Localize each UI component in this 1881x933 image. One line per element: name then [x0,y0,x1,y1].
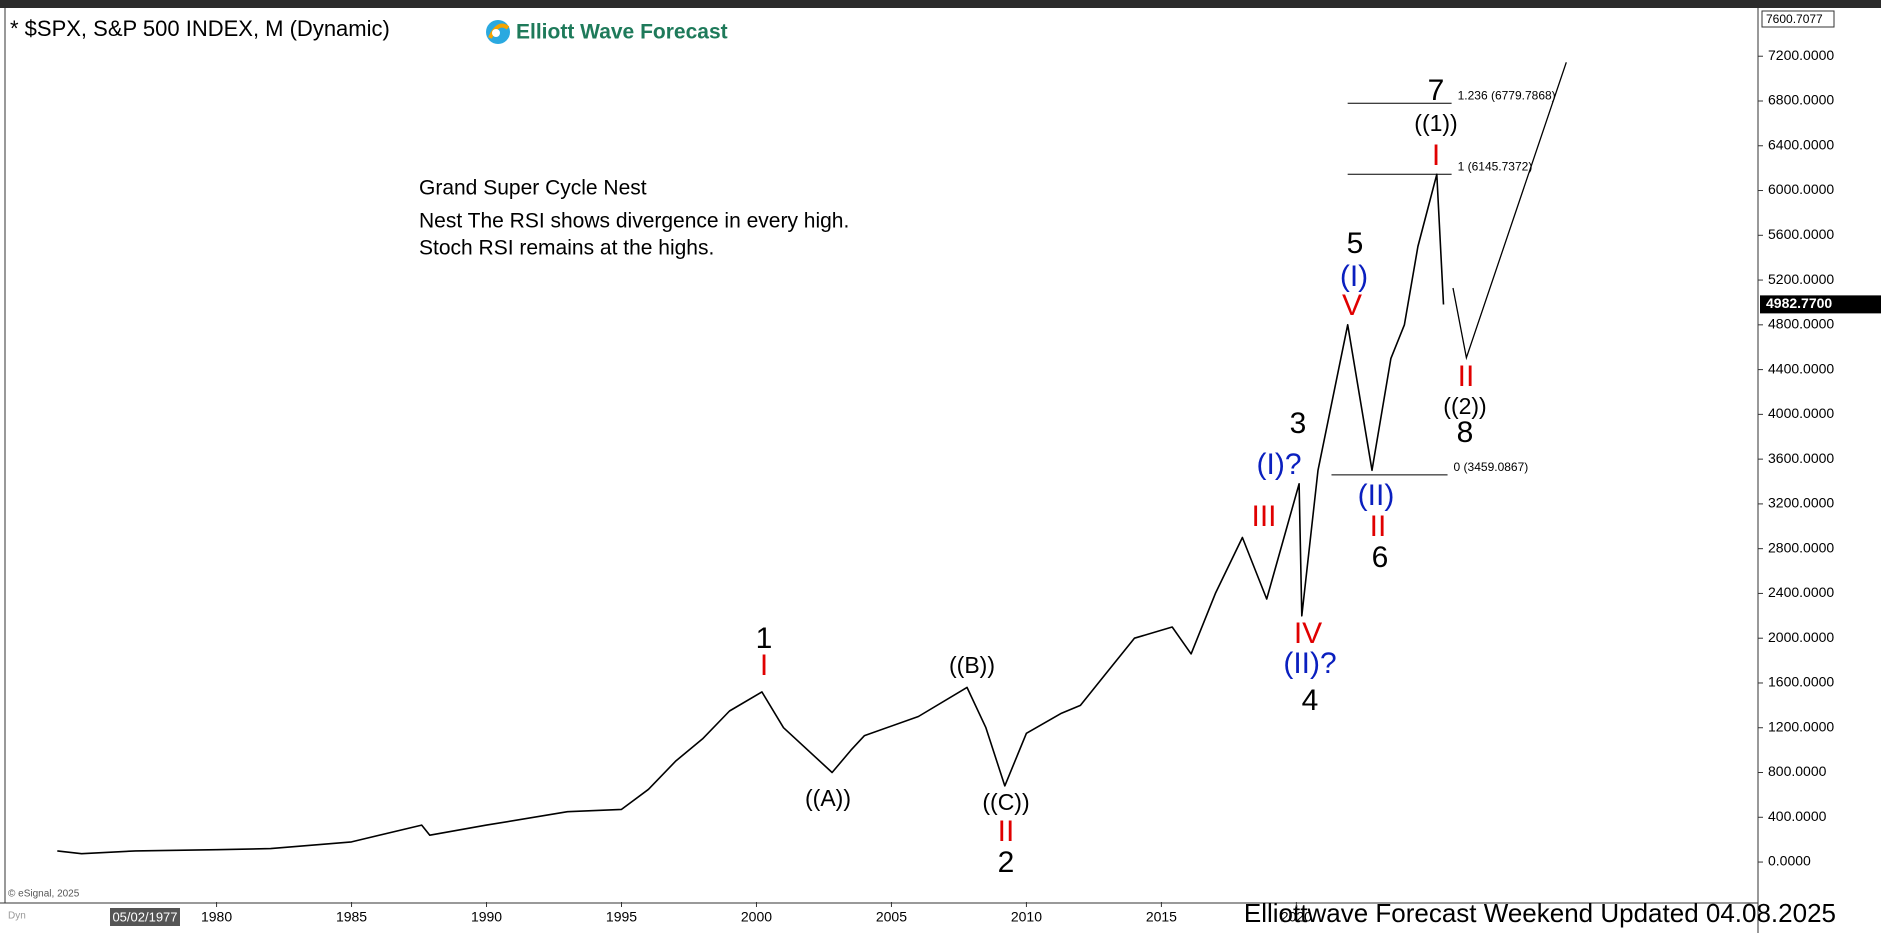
symbol-title: * $SPX, S&P 500 INDEX, M (Dynamic) [10,16,390,41]
y-tick-label: 7200.0000 [1768,47,1834,63]
brand-name: Elliott Wave Forecast [516,21,728,44]
y-tick-label: 4400.0000 [1768,360,1834,376]
wave-label: ((B)) [949,652,995,678]
y-tick-label: 4000.0000 [1768,405,1834,421]
dyn-label: Dyn [8,911,26,922]
wave-label: ((2)) [1443,393,1486,419]
wave-label: II [1458,360,1475,393]
last-price-box [1760,295,1881,314]
cursor-date: 05/02/1977 [112,909,177,924]
wave-label: 8 [1457,416,1474,449]
y-tick-label: 1600.0000 [1768,674,1834,690]
wave-label: II [998,815,1015,848]
fib-label: 1 (6145.7372) [1458,159,1533,173]
y-tick-label: 1200.0000 [1768,718,1834,734]
axis-top-box [1761,10,1835,28]
wave-label: III [1251,500,1276,533]
y-tick-label: 5600.0000 [1768,226,1834,242]
x-tick-label: 1995 [606,909,637,925]
logo-swoosh [488,23,510,39]
y-tick-label: 5200.0000 [1768,271,1834,287]
x-tick-label: 1990 [471,909,502,925]
fib-label: 1.236 (6779.7868) [1458,88,1556,102]
wave-label: ((A)) [805,785,851,811]
axis-top-label: 7600.7077 [1766,12,1823,26]
note: Nest The RSI shows divergence in every h… [419,210,849,233]
y-tick-label: 2000.0000 [1768,629,1834,645]
wave-label: I [760,649,768,682]
y-tick-label: 400.0000 [1768,808,1827,824]
wave-label: 4 [1302,684,1319,717]
y-tick-label: 800.0000 [1768,763,1827,779]
y-tick-label: 6800.0000 [1768,92,1834,108]
wave-label: IV [1294,617,1322,650]
y-tick-label: 3200.0000 [1768,495,1834,511]
wave-label: 7 [1428,74,1445,107]
y-tick-label: 2800.0000 [1768,539,1834,555]
footer-text: Elliottwave Forecast Weekend Updated 04.… [1244,898,1836,928]
brand-logo [486,20,510,44]
price-line [57,173,1445,855]
wave-label: II [1370,510,1387,543]
wave-label: I [1432,139,1440,172]
logo-dot [492,29,500,37]
projection-line [1452,62,1567,361]
note: Grand Super Cycle Nest [419,177,647,200]
x-tick-label: 2020 [1281,909,1312,925]
wave-label: 1 [756,622,773,655]
x-tick-label: 2000 [741,909,772,925]
x-tick-label: 2015 [1146,909,1177,925]
cursor-date-box [110,908,180,926]
y-tick-label: 0.0000 [1768,853,1811,869]
fib-label: 0 (3459.0867) [1454,460,1529,474]
wave-label: 3 [1290,407,1307,440]
y-tick-label: 3600.0000 [1768,450,1834,466]
wave-label: ((C)) [982,789,1029,815]
wave-label: V [1342,289,1362,322]
wave-label: 5 [1347,227,1364,260]
x-tick-label: 1980 [201,909,232,925]
wave-label: 2 [998,846,1015,879]
wave-label: (I) [1340,260,1368,293]
y-tick-label: 2400.0000 [1768,584,1834,600]
top-bar [0,0,1881,8]
copyright: © eSignal, 2025 [8,889,80,900]
x-tick-label: 2005 [876,909,907,925]
note: Stoch RSI remains at the highs. [419,237,714,260]
y-tick-label: 6400.0000 [1768,136,1834,152]
wave-label: ((1)) [1414,110,1457,136]
wave-label: (I)? [1257,448,1302,481]
wave-label: (II)? [1283,647,1336,680]
y-tick-label: 4800.0000 [1768,316,1834,332]
x-tick-label: 2010 [1011,909,1042,925]
wave-label: 6 [1372,541,1389,574]
x-tick-label: 1985 [336,909,367,925]
wave-label: (II) [1358,479,1395,512]
last-price-label: 4982.7700 [1766,295,1832,311]
y-tick-label: 6000.0000 [1768,181,1834,197]
